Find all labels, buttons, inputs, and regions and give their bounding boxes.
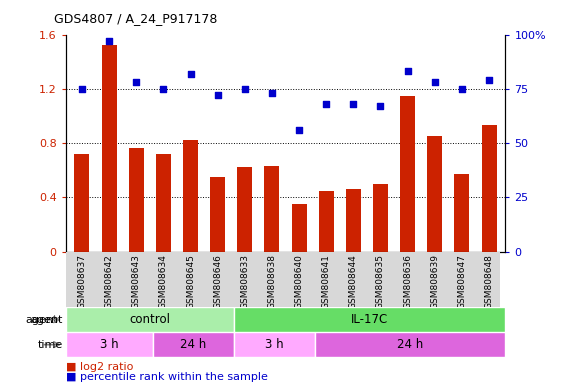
Bar: [102, 45, 116, 252]
FancyBboxPatch shape: [66, 252, 500, 307]
Text: GSM808642: GSM808642: [104, 254, 114, 309]
Bar: [264, 166, 279, 252]
Point: [484, 77, 493, 83]
Text: GSM808643: GSM808643: [132, 254, 140, 309]
Point: [104, 38, 114, 44]
Text: 3 h: 3 h: [266, 338, 284, 351]
Bar: [183, 140, 198, 252]
Text: ■ log2 ratio: ■ log2 ratio: [66, 361, 133, 372]
Bar: [455, 174, 469, 252]
Text: 24 h: 24 h: [397, 338, 424, 351]
Text: GSM808636: GSM808636: [403, 254, 412, 309]
Point: [457, 86, 467, 92]
Point: [159, 86, 168, 92]
Point: [267, 90, 276, 96]
FancyBboxPatch shape: [152, 332, 234, 357]
Bar: [74, 154, 90, 252]
Bar: [400, 96, 415, 252]
Text: 24 h: 24 h: [180, 338, 206, 351]
Point: [78, 86, 87, 92]
Text: GSM808638: GSM808638: [267, 254, 276, 309]
Bar: [373, 184, 388, 252]
FancyBboxPatch shape: [66, 307, 234, 332]
Point: [132, 79, 141, 85]
Bar: [292, 204, 307, 252]
Text: GDS4807 / A_24_P917178: GDS4807 / A_24_P917178: [54, 12, 218, 25]
Bar: [481, 126, 497, 252]
Text: GSM808641: GSM808641: [321, 254, 331, 309]
Text: control: control: [129, 313, 170, 326]
Text: 3 h: 3 h: [100, 338, 118, 351]
Text: ■ percentile rank within the sample: ■ percentile rank within the sample: [66, 372, 268, 382]
Bar: [129, 149, 144, 252]
FancyBboxPatch shape: [66, 332, 152, 357]
Text: GSM808635: GSM808635: [376, 254, 385, 309]
FancyBboxPatch shape: [315, 332, 505, 357]
Text: time: time: [38, 339, 63, 350]
Text: GSM808645: GSM808645: [186, 254, 195, 309]
FancyBboxPatch shape: [234, 332, 315, 357]
Text: IL-17C: IL-17C: [351, 313, 388, 326]
Point: [186, 71, 195, 77]
Point: [430, 79, 439, 85]
Text: agent: agent: [25, 314, 58, 325]
Text: GSM808634: GSM808634: [159, 254, 168, 309]
Point: [240, 86, 250, 92]
FancyBboxPatch shape: [234, 307, 505, 332]
Bar: [156, 154, 171, 252]
Bar: [238, 167, 252, 252]
Bar: [210, 177, 225, 252]
Point: [376, 103, 385, 109]
Point: [349, 101, 358, 107]
Point: [321, 101, 331, 107]
Bar: [346, 189, 361, 252]
Point: [403, 68, 412, 74]
Text: GSM808644: GSM808644: [349, 254, 358, 309]
Text: GSM808640: GSM808640: [295, 254, 304, 309]
Text: GSM808637: GSM808637: [78, 254, 86, 309]
Bar: [427, 136, 442, 252]
Text: GSM808647: GSM808647: [457, 254, 467, 309]
Text: GSM808648: GSM808648: [485, 254, 493, 309]
Text: agent: agent: [30, 314, 63, 325]
Point: [295, 127, 304, 133]
Text: GSM808646: GSM808646: [213, 254, 222, 309]
Text: GSM808633: GSM808633: [240, 254, 250, 309]
Point: [213, 92, 222, 98]
Bar: [319, 190, 333, 252]
Text: GSM808639: GSM808639: [431, 254, 439, 309]
